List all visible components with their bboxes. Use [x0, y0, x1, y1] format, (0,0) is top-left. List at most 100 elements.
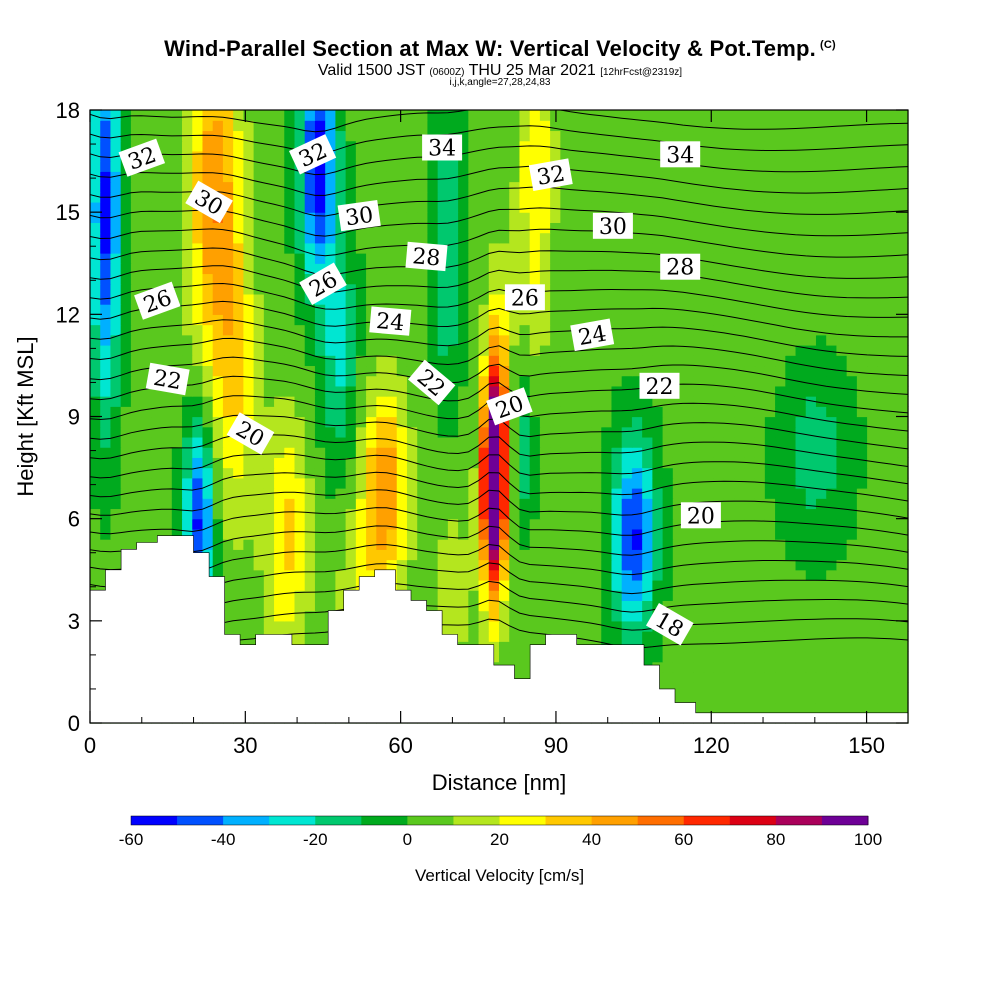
heat-cell — [897, 692, 909, 704]
heat-cell — [345, 293, 357, 305]
heat-cell — [509, 334, 521, 346]
heat-cell — [243, 150, 255, 162]
heat-cell — [396, 467, 408, 479]
heat-cell — [713, 120, 725, 132]
heat-cell — [713, 232, 725, 244]
heat-cell — [703, 191, 715, 203]
heat-cell — [815, 436, 827, 448]
heat-cell — [560, 600, 572, 612]
heat-cell — [304, 385, 316, 397]
heat-cell — [141, 528, 152, 540]
heat-cell — [171, 273, 183, 285]
heat-cell — [815, 426, 827, 438]
heat-cell — [652, 253, 664, 264]
heat-cell — [683, 447, 694, 458]
heat-cell — [570, 498, 582, 510]
heat-cell — [386, 365, 398, 377]
heat-cell — [458, 130, 469, 142]
heat-cell — [887, 477, 899, 489]
heat-cell — [130, 304, 142, 315]
heat-cell — [437, 110, 449, 121]
heat-cell — [744, 600, 756, 612]
heat-cell — [243, 620, 255, 632]
heat-cell — [376, 120, 388, 132]
heat-cell — [519, 171, 531, 183]
heat-cell — [785, 314, 797, 326]
heat-cell — [846, 344, 858, 356]
heat-cell — [836, 508, 848, 520]
heat-cell — [427, 406, 439, 418]
heat-cell — [683, 396, 694, 407]
heat-cell — [754, 355, 766, 367]
heat-cell — [703, 314, 715, 326]
heat-cell — [836, 110, 848, 121]
heat-cell — [856, 488, 868, 499]
heat-cell — [805, 140, 817, 152]
heat-cell — [703, 263, 715, 275]
heat-cell — [897, 671, 909, 683]
theta-label-box — [592, 212, 633, 239]
heat-cell — [519, 324, 531, 336]
heat-cell — [161, 518, 173, 530]
heat-cell — [734, 488, 745, 499]
heat-cell — [110, 212, 122, 223]
heat-cell — [325, 579, 336, 591]
heat-cell — [846, 222, 858, 234]
heat-cell — [764, 201, 776, 213]
heat-cell — [642, 222, 653, 234]
heat-cell — [519, 365, 531, 377]
heat-cell — [621, 304, 633, 315]
heat-cell — [764, 242, 776, 254]
heat-cell — [120, 212, 132, 223]
heat-cell — [468, 150, 480, 162]
heat-cell — [171, 201, 183, 213]
theta-label: 24 — [369, 306, 412, 336]
heat-cell — [683, 130, 694, 142]
heat-cell — [233, 273, 244, 285]
heat-cell — [570, 416, 582, 428]
heat-cell — [294, 549, 306, 561]
heat-cell — [805, 232, 817, 244]
heat-cell — [693, 477, 705, 489]
heat-cell — [406, 396, 418, 407]
heat-cell — [795, 161, 807, 172]
heat-cell — [437, 283, 449, 295]
heat-cell — [488, 324, 500, 336]
theta-contour-line — [90, 434, 908, 467]
heat-cell — [611, 416, 623, 428]
heat-cell — [386, 447, 398, 458]
heat-cell — [826, 661, 838, 673]
heat-cell — [836, 600, 848, 612]
heat-cell — [202, 171, 214, 183]
theta-label-box — [422, 134, 463, 161]
heat-cell — [652, 518, 664, 530]
heat-cell — [570, 212, 582, 223]
heat-cell — [856, 110, 868, 121]
heat-cell — [478, 539, 490, 550]
heat-cell — [703, 539, 715, 550]
heat-cell — [826, 293, 838, 305]
heat-cell — [703, 242, 715, 254]
heat-cell — [642, 600, 653, 612]
heat-cell — [836, 518, 848, 530]
heat-cell — [355, 344, 367, 356]
heat-cell — [499, 498, 510, 510]
heat-cell — [274, 416, 285, 428]
heat-cell — [815, 110, 827, 121]
heat-cell — [161, 201, 173, 213]
heat-cell — [723, 620, 735, 632]
heat-cell — [723, 161, 735, 172]
heat-cell — [887, 447, 899, 458]
heat-cell — [212, 528, 224, 540]
heat-cell — [591, 600, 602, 612]
heat-cell — [314, 498, 326, 510]
heat-cell — [366, 344, 377, 356]
heat-cell — [826, 682, 838, 693]
heat-cell — [815, 191, 827, 203]
heat-cell — [335, 447, 347, 458]
heat-cell — [877, 191, 889, 203]
heat-cell — [141, 222, 152, 234]
heat-cell — [611, 488, 623, 499]
heat-cell — [580, 518, 592, 530]
heat-cell — [447, 181, 459, 193]
